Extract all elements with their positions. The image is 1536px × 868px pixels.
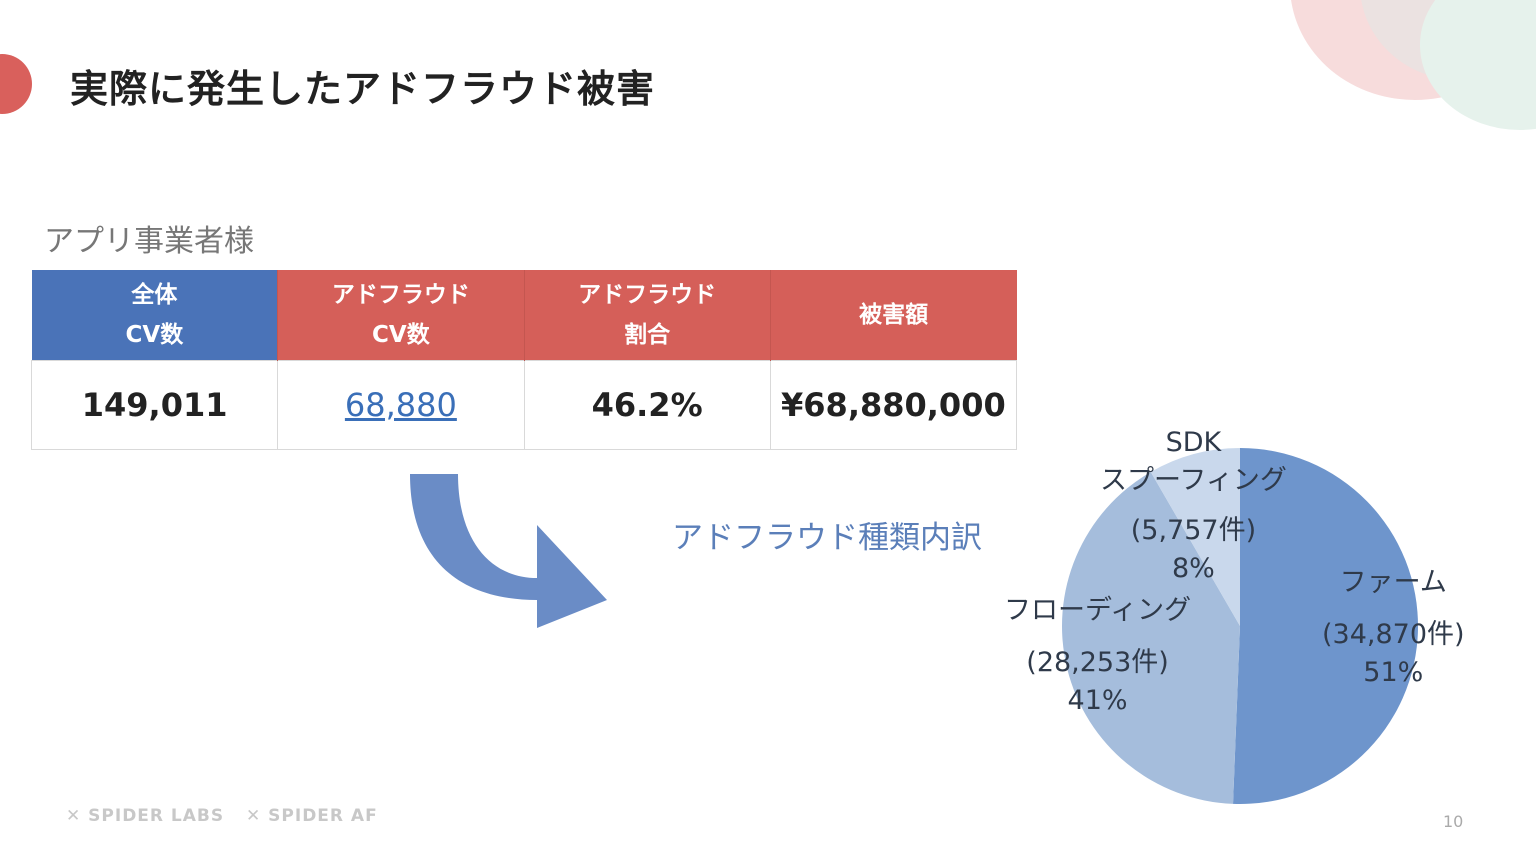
- header-fraud-ratio-line1: アドフラウド: [578, 282, 717, 308]
- page-number: 10: [1443, 812, 1464, 831]
- pie-slice-farm: [1233, 448, 1418, 804]
- section-label: アプリ事業者様: [44, 224, 254, 259]
- fraud-type-pie-chart: [1062, 448, 1418, 804]
- pie-label-sdk-percent: 8%: [1172, 553, 1215, 584]
- header-fraud-ratio: アドフラウド 割合: [523, 270, 771, 361]
- header-damage-amount-line1: 被害額: [859, 302, 929, 328]
- pie-slice-flooding: [1062, 471, 1240, 804]
- footer-logo-spider-af-text: SPIDER AF: [268, 806, 378, 826]
- header-total-cv: 全体 CV数: [31, 270, 278, 361]
- pie-label-sdk-count: (5,757件): [1130, 515, 1257, 546]
- table-header-row: 全体 CV数 アドフラウド CV数 アドフラウド 割合 被害額: [31, 270, 1017, 361]
- pie-label-farm-name: ファーム: [1339, 567, 1447, 598]
- title-marker: [0, 54, 32, 114]
- pie-label-farm-count: (34,870件): [1322, 619, 1465, 650]
- footer-logo-spider-af: ✕ SPIDER AF: [246, 806, 378, 826]
- corner-decoration-mint: [1420, 0, 1536, 130]
- curved-arrow-icon: [410, 474, 607, 628]
- fraud-stats-table: 全体 CV数 アドフラウド CV数 アドフラウド 割合 被害額 149,011: [30, 270, 1018, 450]
- pie-label-flooding-count: (28,253件): [1026, 647, 1169, 678]
- header-fraud-cv-line1: アドフラウド: [331, 282, 470, 308]
- header-total-cv-line1: 全体: [131, 282, 178, 308]
- header-fraud-cv-line2: CV数: [372, 322, 430, 348]
- header-total-cv-line2: CV数: [125, 322, 184, 348]
- pie-label-sdk-name: スプーフィング: [1100, 465, 1287, 496]
- pie-slice-sdk: [1150, 448, 1240, 626]
- value-fraud-ratio: 46.2%: [523, 360, 771, 450]
- pie-label-flooding-name: フローディング: [1004, 595, 1192, 626]
- breakdown-label: アドフラウド種類内訳: [672, 520, 982, 556]
- value-total-cv: 149,011: [30, 360, 279, 450]
- value-fraud-cv-link[interactable]: 68,880: [344, 386, 457, 424]
- pie-label-farm: ファーム (34,870件) 51%: [1322, 564, 1465, 692]
- pie-label-flooding-percent: 41%: [1067, 685, 1128, 716]
- pie-label-flooding: フローディング (28,253件) 41%: [1004, 592, 1191, 720]
- header-fraud-cv: アドフラウド CV数: [277, 270, 524, 361]
- value-damage-amount: ¥68,880,000: [769, 360, 1018, 450]
- header-damage-amount: 被害額: [769, 270, 1017, 361]
- page-title: 実際に発生したアドフラウド被害: [70, 67, 656, 111]
- table-row: 149,011 68,880 46.2% ¥68,880,000: [30, 360, 1018, 450]
- pie-label-farm-percent: 51%: [1363, 657, 1424, 688]
- footer-logo-spider-labs: ✕ SPIDER LABS: [66, 806, 224, 826]
- spider-logo-icon: ✕: [66, 806, 89, 826]
- value-fraud-cv-cell: 68,880: [277, 360, 525, 450]
- pie-label-sdk: SDK スプーフィング (5,757件) 8%: [1100, 424, 1287, 588]
- pie-label-sdk-line1: SDK: [1165, 427, 1222, 458]
- header-fraud-ratio-line2: 割合: [624, 322, 671, 348]
- footer-logo-spider-labs-text: SPIDER LABS: [88, 806, 225, 826]
- spider-logo-icon: ✕: [246, 806, 269, 826]
